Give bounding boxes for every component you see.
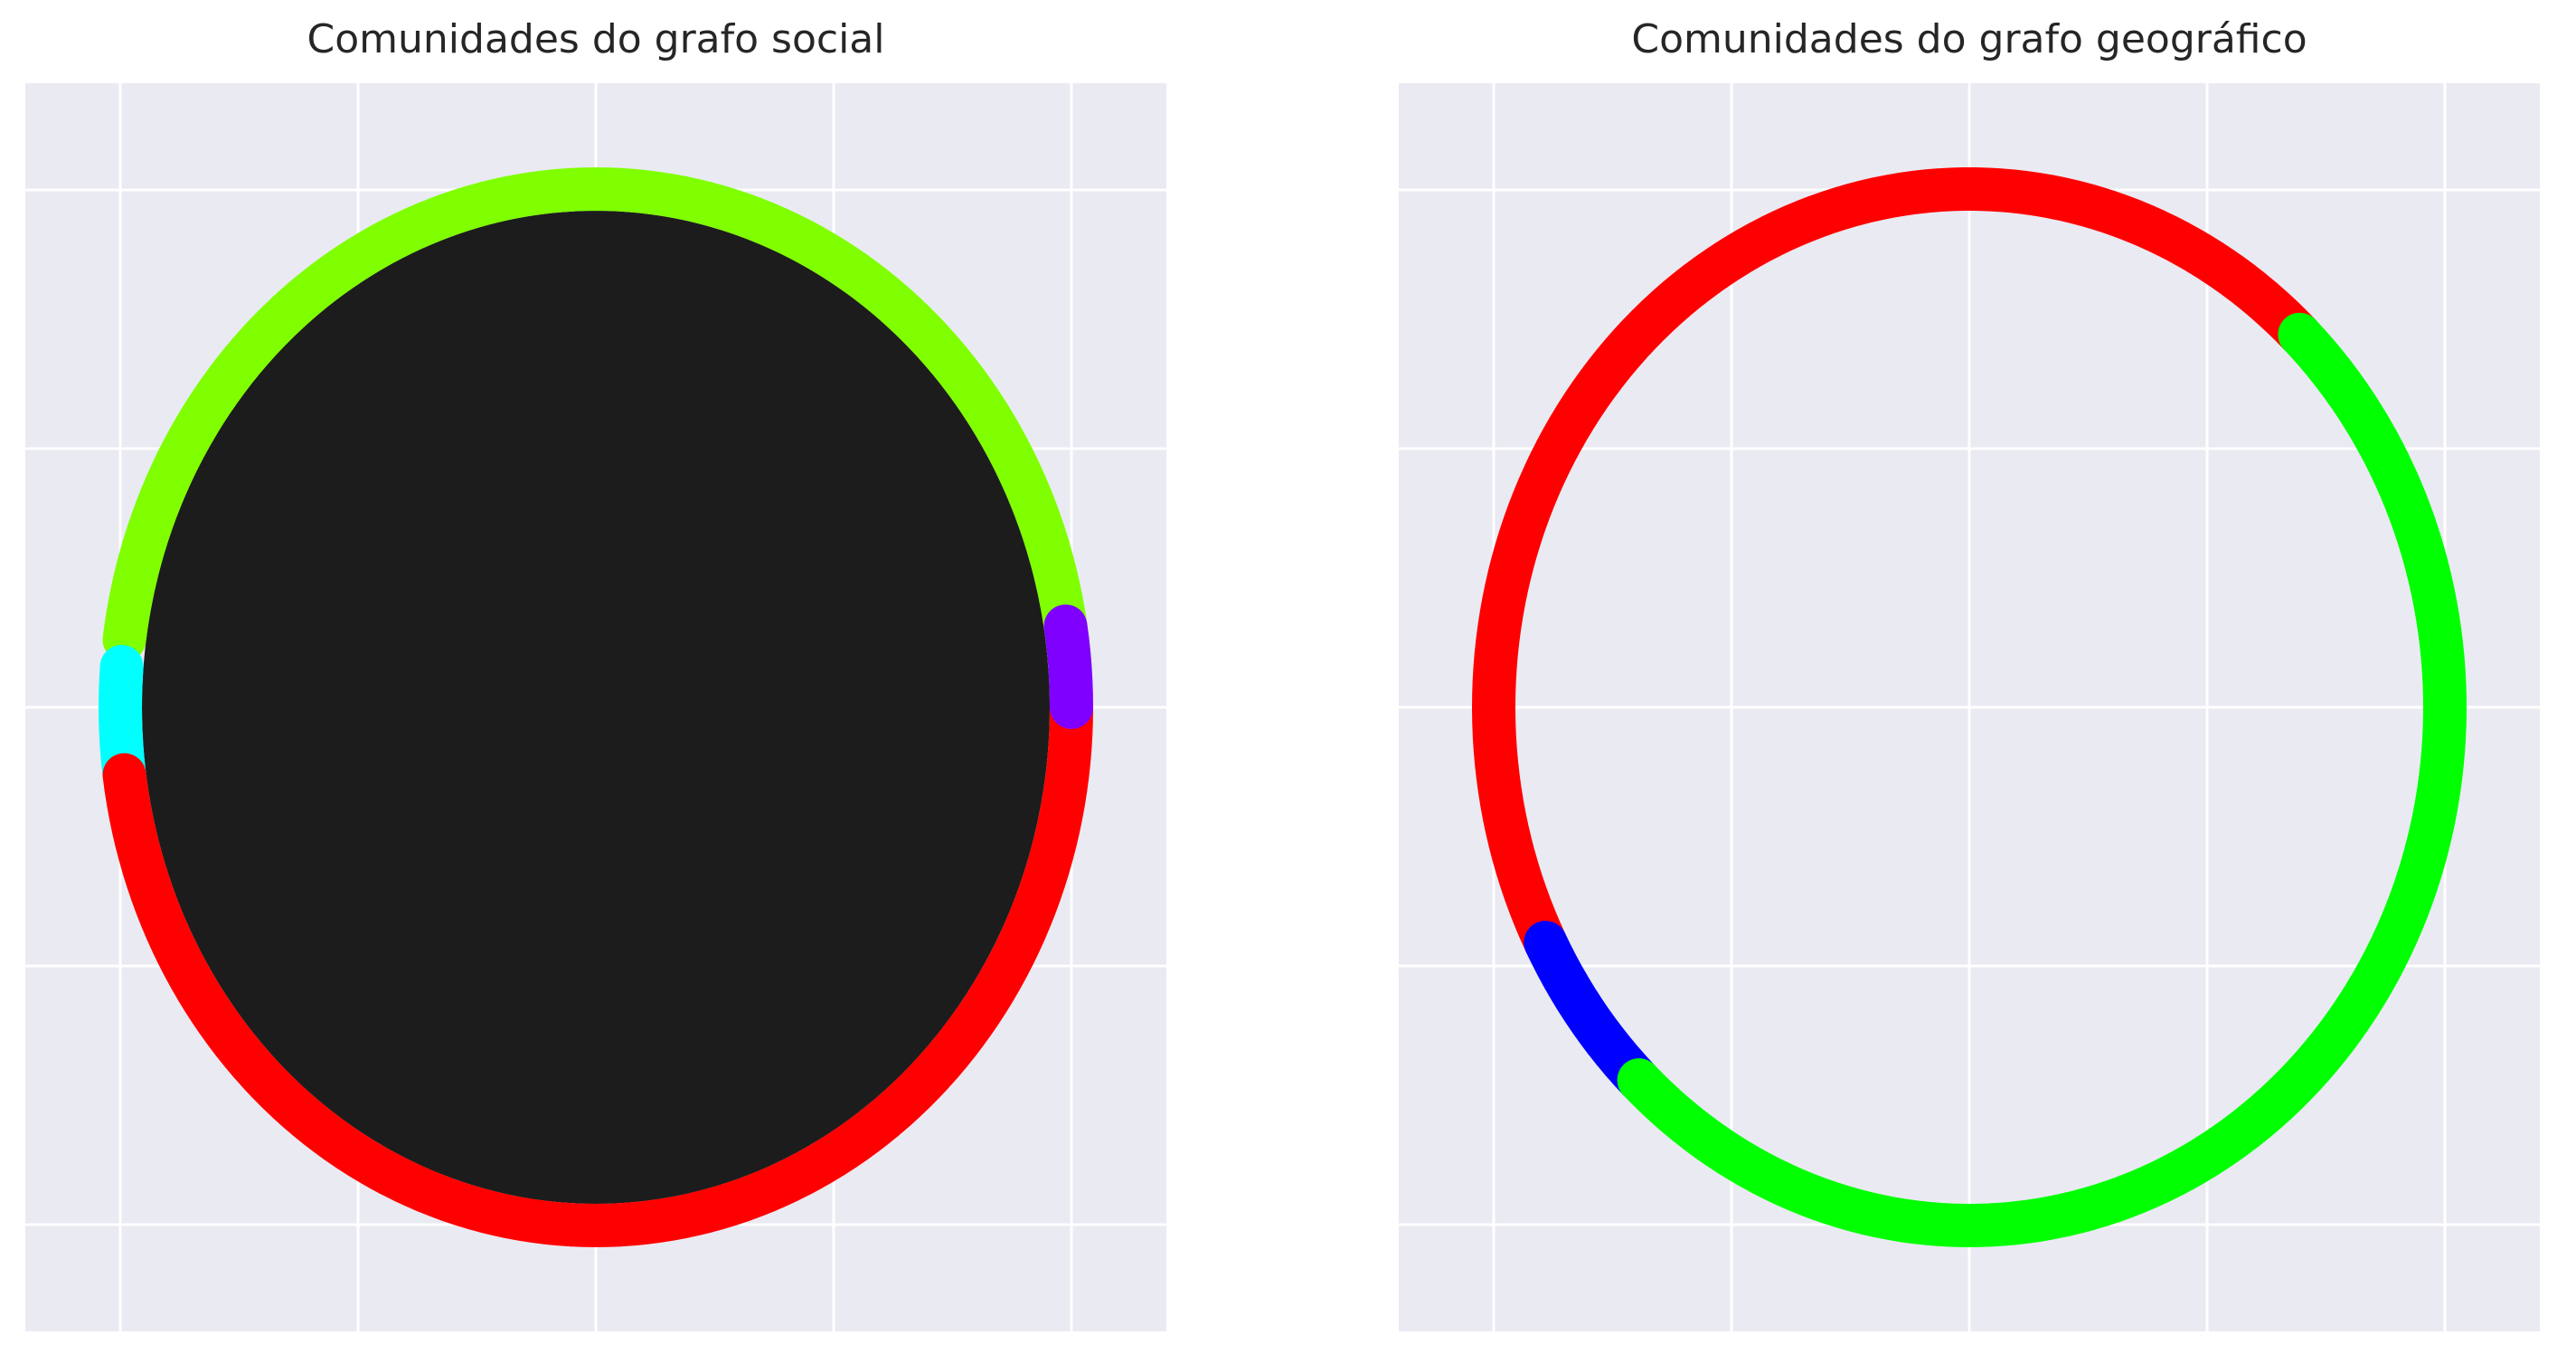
dense-edges-region xyxy=(142,211,1050,1204)
gridlines-geo xyxy=(1399,83,2540,1331)
plot-area-social xyxy=(25,83,1166,1331)
community-1-node-arc xyxy=(1472,167,2322,965)
geographic-graph-panel: Comunidades do grafo geográfico xyxy=(1399,0,2574,1363)
nodes-ring-geo xyxy=(1472,167,2467,1247)
plot-area-geo xyxy=(1399,83,2540,1331)
community-1-node-arc xyxy=(102,167,1092,689)
network-drawing-social xyxy=(25,83,1166,1331)
community-4-node-arc xyxy=(1043,604,1093,729)
panel-title-social: Comunidades do grafo social xyxy=(307,16,885,62)
network-drawing-geo xyxy=(1399,83,2540,1331)
social-graph-panel: Comunidades do grafo social xyxy=(25,0,1201,1363)
community-2-node-arc xyxy=(1524,921,1661,1103)
community-3-node-arc xyxy=(1617,312,2467,1247)
edges-social xyxy=(142,211,1050,1204)
panel-title-geo: Comunidades do grafo geográfico xyxy=(1631,16,2307,62)
nodes-ring-social xyxy=(99,167,1093,1247)
community-3-node-arc xyxy=(102,686,1093,1247)
